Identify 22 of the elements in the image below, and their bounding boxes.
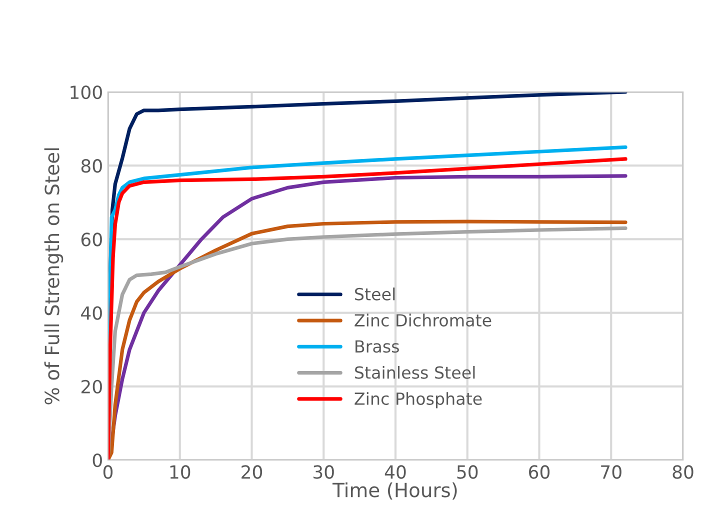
y-tick-label: 80 <box>81 159 102 173</box>
y-tick-label: 100 <box>70 85 102 100</box>
x-tick-label: 80 <box>672 465 694 479</box>
legend-label: Steel <box>355 288 395 300</box>
x-tick-label: 0 <box>103 465 113 479</box>
legend-label: Brass <box>356 340 399 353</box>
x-tick-label: 70 <box>601 465 622 479</box>
y-tick-label: 20 <box>81 380 102 394</box>
legend-label: Zinc Dichromate <box>354 314 492 327</box>
legend-label: Stainless Steel <box>355 366 475 379</box>
y-tick-label: 0 <box>92 453 102 468</box>
y-axis-title: % of Full Strength on Steel <box>44 148 64 404</box>
x-tick-label: 60 <box>529 465 550 479</box>
x-tick-label: 10 <box>170 465 190 479</box>
y-tick-label: 60 <box>81 232 102 246</box>
x-tick-label: 50 <box>457 465 478 479</box>
x-tick-label: 30 <box>314 465 334 479</box>
y-tick-label: 40 <box>81 306 102 320</box>
x-axis-title: Time (Hours) <box>332 482 457 500</box>
x-tick-label: 20 <box>242 465 262 479</box>
legend-label: Zinc Phosphate <box>354 392 482 408</box>
x-tick-label: 40 <box>384 465 406 479</box>
